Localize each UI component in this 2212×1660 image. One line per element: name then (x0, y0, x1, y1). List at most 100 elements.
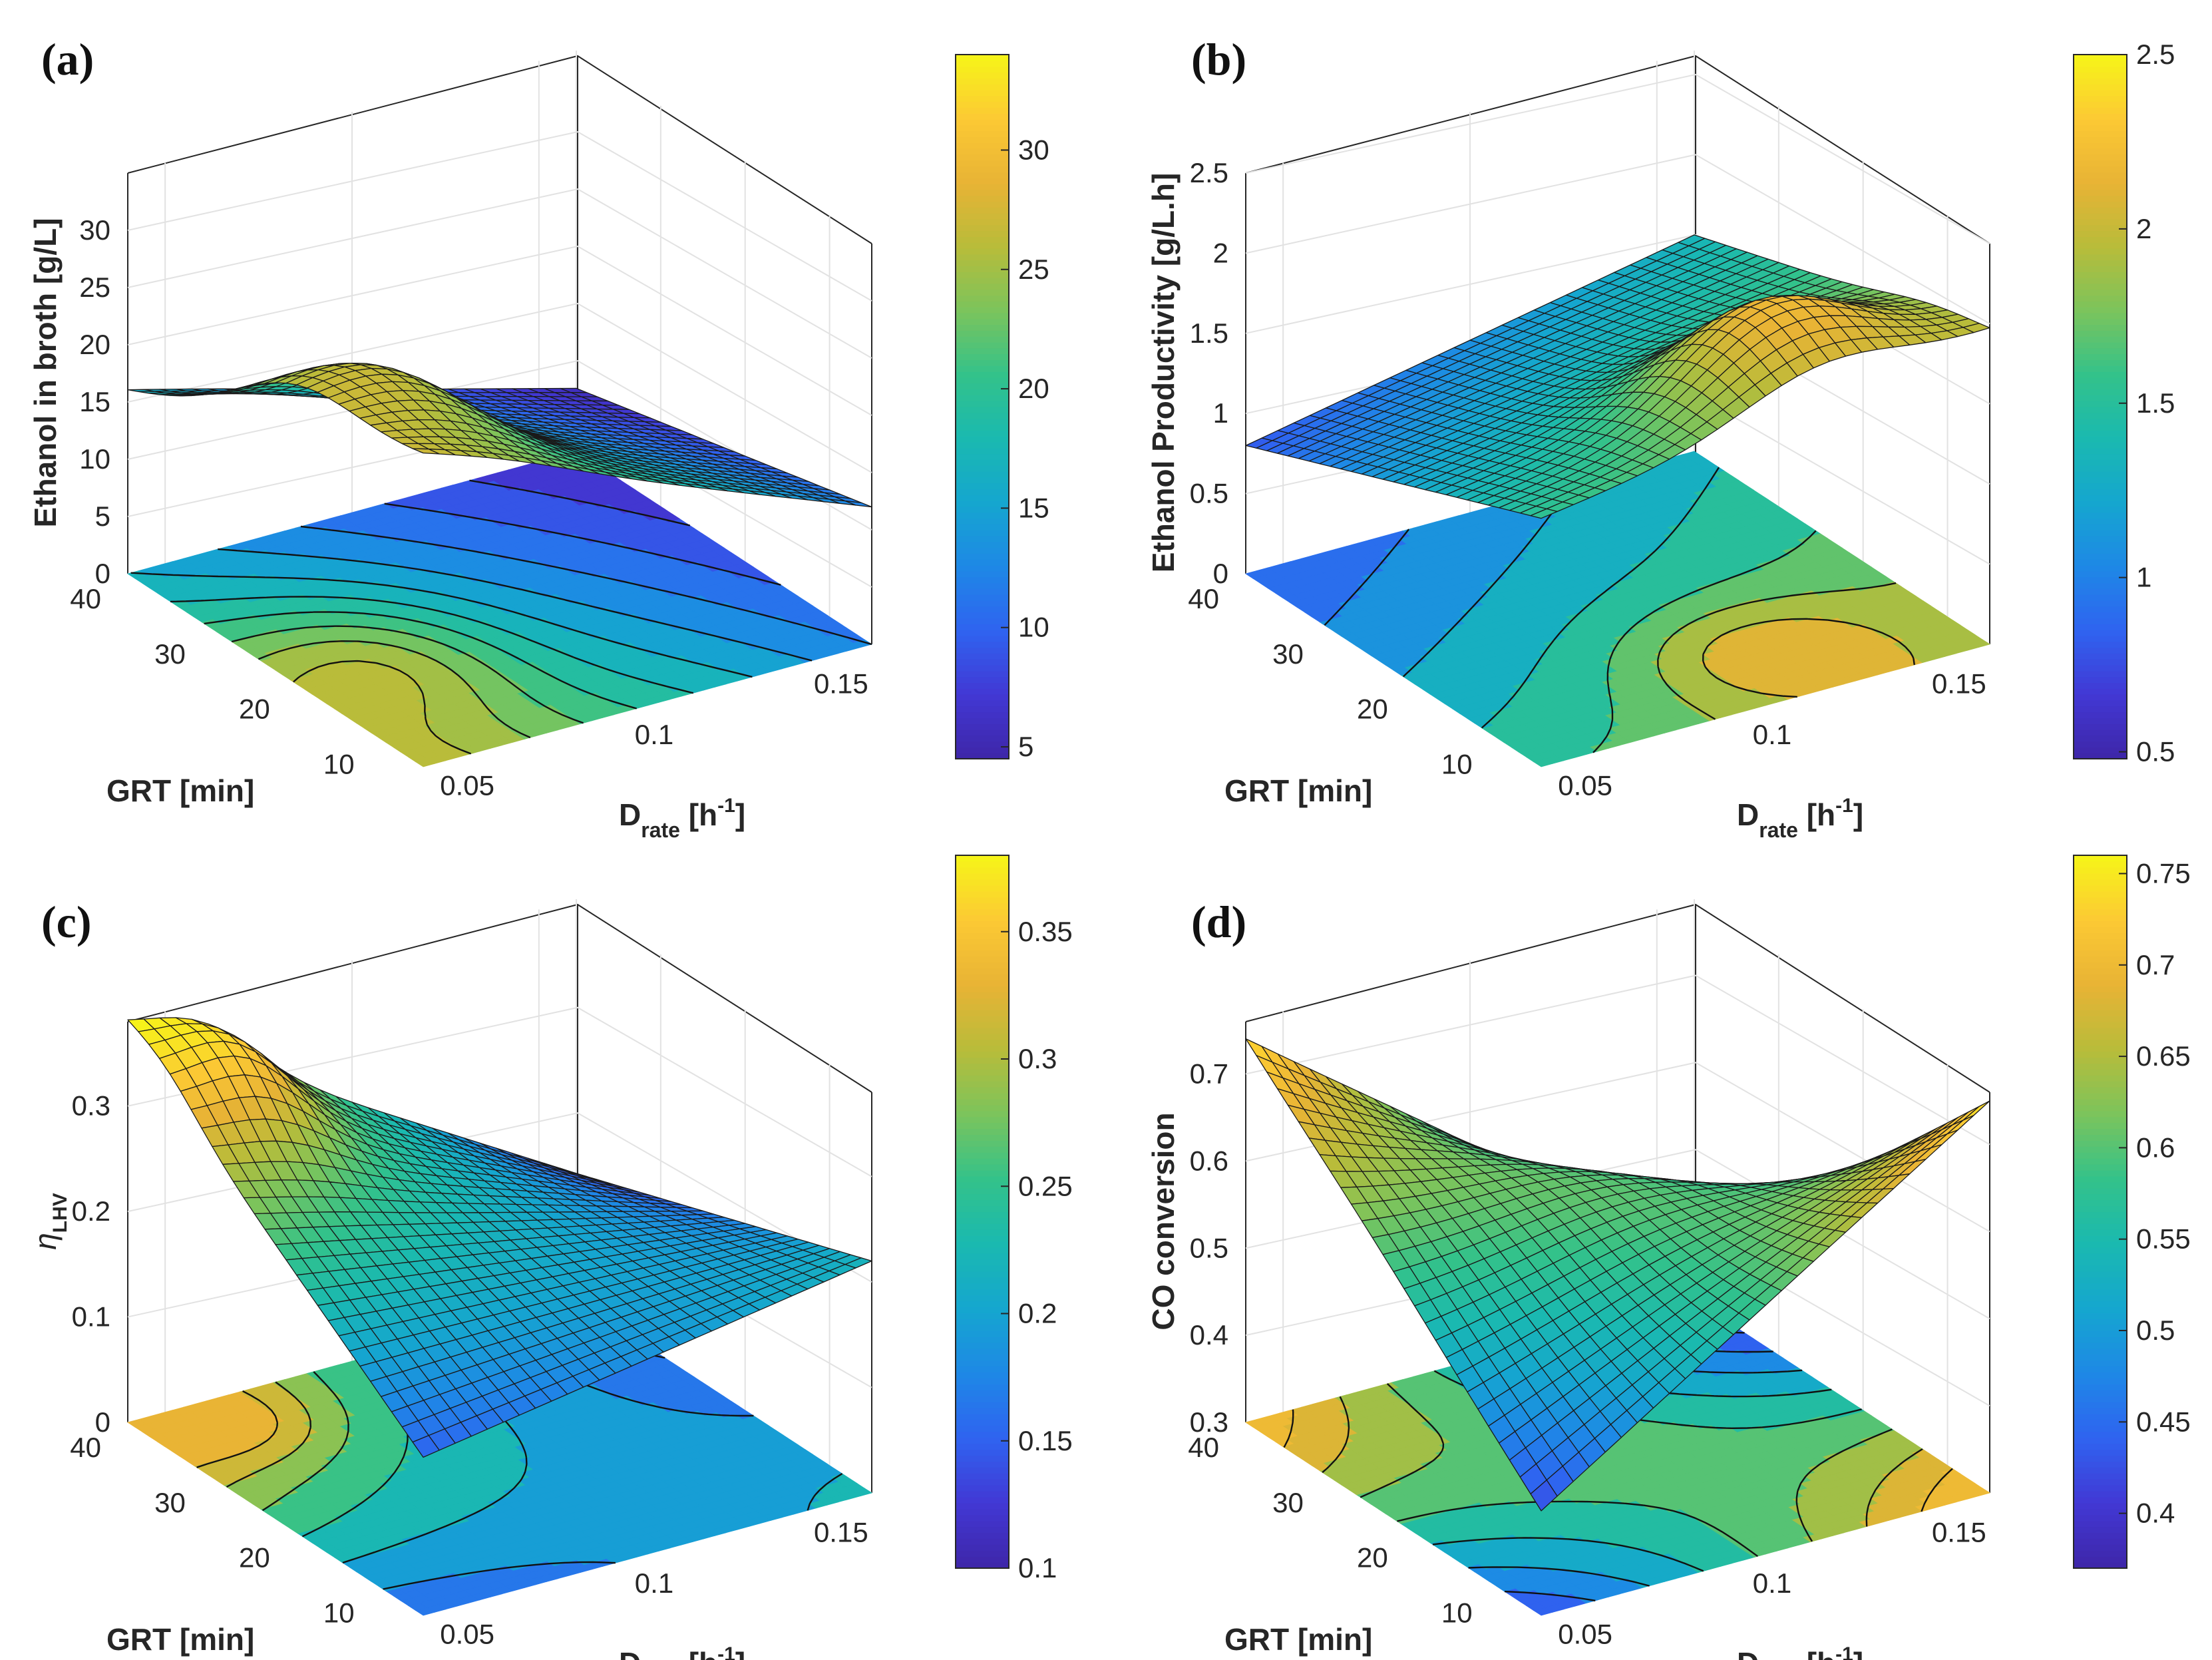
colorbar-band (956, 301, 1009, 308)
colorbar-band (956, 489, 1009, 495)
colorbar-band (956, 324, 1009, 331)
colorbar-band (956, 60, 1009, 67)
z-axis-label: Ethanol in broth [g/L] (28, 218, 63, 527)
x-axis-label: Drate [h-1] (619, 795, 745, 842)
z-tick-label: 5 (95, 501, 110, 532)
colorbar-band (956, 353, 1009, 361)
colorbar-tick-label: 5 (1018, 731, 1033, 762)
colorbar-band (956, 694, 1009, 701)
axes-frame (127, 55, 872, 644)
colorbar-band (956, 676, 1009, 683)
grid-line-z (127, 245, 872, 416)
colorbar-band (956, 118, 1009, 126)
colorbar-band (956, 213, 1009, 220)
x-axis-label-exp: -1 (717, 795, 735, 817)
colorbar-band (956, 342, 1009, 349)
colorbar-band (956, 483, 1009, 490)
colorbar-band (956, 236, 1009, 243)
colorbar-band (956, 166, 1009, 172)
colorbar-band (956, 670, 1009, 678)
panel-label: (a) (41, 34, 94, 85)
colorbar-band (956, 606, 1009, 613)
x-axis-label-sub: rate (641, 818, 680, 842)
z-axis-label-main: Ethanol in broth [g/L] (28, 218, 63, 527)
colorbar-band (956, 447, 1009, 455)
grid-line-z (1245, 73, 1990, 244)
colorbar-band (956, 395, 1009, 401)
colorbar-band (956, 312, 1009, 319)
colorbar-band (956, 336, 1009, 343)
contour-floor (127, 451, 872, 767)
colorbar-band (956, 130, 1009, 138)
x-tick-label: 0.15 (814, 668, 868, 699)
y-tick-label: 40 (70, 583, 101, 614)
colorbar-band (956, 365, 1009, 372)
colorbar-band (956, 535, 1009, 542)
x-axis-label-open: [h (680, 797, 717, 832)
colorbar-tick-label: 30 (1018, 134, 1049, 165)
grid-line-z (127, 188, 872, 359)
colorbar-band (956, 84, 1009, 91)
grid-line-z (127, 302, 872, 473)
colorbar-band (956, 712, 1009, 718)
colorbar-band (956, 524, 1009, 530)
colorbar-band (956, 418, 1009, 425)
x-tick-label: 0.05 (440, 770, 494, 801)
colorbar-band (956, 178, 1009, 184)
colorbar-band (956, 576, 1009, 584)
colorbar-band (956, 682, 1009, 689)
colorbar-band (956, 541, 1009, 548)
colorbar-band (956, 547, 1009, 554)
colorbar-band (956, 724, 1009, 730)
colorbar-band (956, 207, 1009, 214)
colorbar-band (956, 201, 1009, 208)
colorbar-band (956, 436, 1009, 443)
colorbar-band (956, 318, 1009, 325)
colorbar-band (956, 453, 1009, 460)
colorbar-band (956, 224, 1009, 232)
colorbar-band (956, 95, 1009, 103)
colorbar-band (956, 278, 1009, 284)
colorbar-tick-label: 10 (1018, 612, 1049, 643)
frame-top-edges (127, 55, 872, 244)
surface (1245, 234, 1990, 519)
colorbar-band (956, 66, 1009, 73)
colorbar-band (956, 289, 1009, 296)
colorbar-band (956, 407, 1009, 413)
colorbar-band (956, 183, 1009, 190)
colorbar-band (956, 307, 1009, 313)
z-tick-label: 10 (79, 443, 110, 475)
colorbar-band (956, 230, 1009, 237)
colorbar-band (956, 635, 1009, 642)
colorbar-band (956, 371, 1009, 378)
y-tick-label: 30 (154, 638, 186, 670)
frame-top-edges (1245, 55, 1990, 244)
colorbar-band (956, 512, 1009, 519)
colorbar-band (956, 401, 1009, 407)
colorbar-band (956, 254, 1009, 261)
y-tick-label: 20 (239, 694, 270, 725)
z-tick-label: 30 (79, 214, 110, 246)
colorbar-band (956, 248, 1009, 255)
colorbar-tick-label: 20 (1018, 373, 1049, 404)
x-axis-label-main: D (619, 797, 641, 832)
colorbar-band (956, 630, 1009, 636)
z-tick-label: 1.5 (1190, 317, 1228, 349)
x-tick-label: 0.1 (635, 719, 673, 750)
colorbar-band (956, 747, 1009, 753)
z-tick-label: 15 (79, 386, 110, 417)
colorbar-band (956, 465, 1009, 472)
colorbar-band (956, 659, 1009, 666)
colorbar-band (956, 412, 1009, 419)
z-ticks: 00.511.522.5 (1190, 157, 1228, 589)
colorbar-band (956, 430, 1009, 437)
colorbar-band (956, 172, 1009, 178)
colorbar-band (956, 124, 1009, 132)
colorbar-band (956, 559, 1009, 566)
colorbar-band (956, 518, 1009, 524)
grid-line-z (127, 130, 872, 302)
